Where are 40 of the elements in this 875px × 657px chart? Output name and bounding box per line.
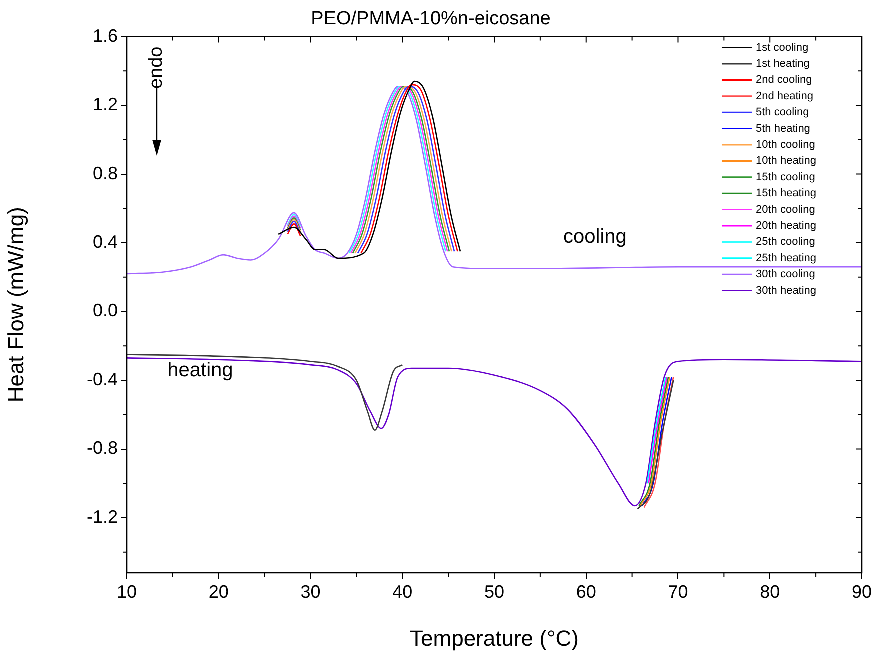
legend-label: 20th cooling xyxy=(756,204,816,216)
x-tick-label: 40 xyxy=(392,582,413,602)
line-series xyxy=(127,358,862,507)
x-tick-label: 60 xyxy=(576,582,596,602)
y-tick-label: -1.2 xyxy=(86,506,118,527)
legend-label: 1st heating xyxy=(756,58,810,70)
legend-label: 10th cooling xyxy=(756,139,816,152)
legend-label: 1st cooling xyxy=(756,42,809,54)
x-tick-label: 10 xyxy=(116,582,138,602)
legend-label: 30th heating xyxy=(756,284,817,297)
y-axis-title: Heat Flow (mW/mg) xyxy=(3,207,28,403)
legend-label: 2nd cooling xyxy=(756,74,812,86)
x-axis-title: Temperature (°C) xyxy=(410,626,579,651)
y-tick-label: -0.8 xyxy=(86,438,118,458)
chart-title: PEO/PMMA-10%n-eicosane xyxy=(311,8,551,30)
y-tick-label: 0.0 xyxy=(92,300,118,321)
legend-label: 15th cooling xyxy=(756,171,816,184)
y-tick-label: 0.8 xyxy=(92,163,118,184)
legend-label: 25th cooling xyxy=(756,236,816,248)
y-tick-label: -0.4 xyxy=(86,369,118,390)
annotation: heating xyxy=(168,359,234,382)
x-tick-label: 90 xyxy=(852,582,872,602)
y-tick-label: 0.4 xyxy=(92,232,118,252)
x-tick-label: 20 xyxy=(208,582,229,602)
legend-label: 10th heating xyxy=(756,155,817,168)
x-tick-label: 50 xyxy=(484,582,505,602)
legend-label: 25th heating xyxy=(756,252,817,264)
legend-label: 20th heating xyxy=(756,220,817,232)
x-tick-label: 80 xyxy=(760,582,780,602)
legend-label: 30th cooling xyxy=(756,268,816,281)
annotation: cooling xyxy=(563,226,627,248)
y-tick-label: 1.6 xyxy=(92,26,118,46)
legend-label: 5th cooling xyxy=(756,106,810,119)
y-tick-label: 1.2 xyxy=(92,94,118,115)
annotation: endo xyxy=(146,46,167,90)
legend-label: 2nd heating xyxy=(756,90,814,102)
x-tick-label: 70 xyxy=(668,582,688,602)
legend-label: 5th heating xyxy=(756,122,810,135)
x-tick-label: 30 xyxy=(300,582,321,602)
legend-label: 15th heating xyxy=(756,188,817,200)
